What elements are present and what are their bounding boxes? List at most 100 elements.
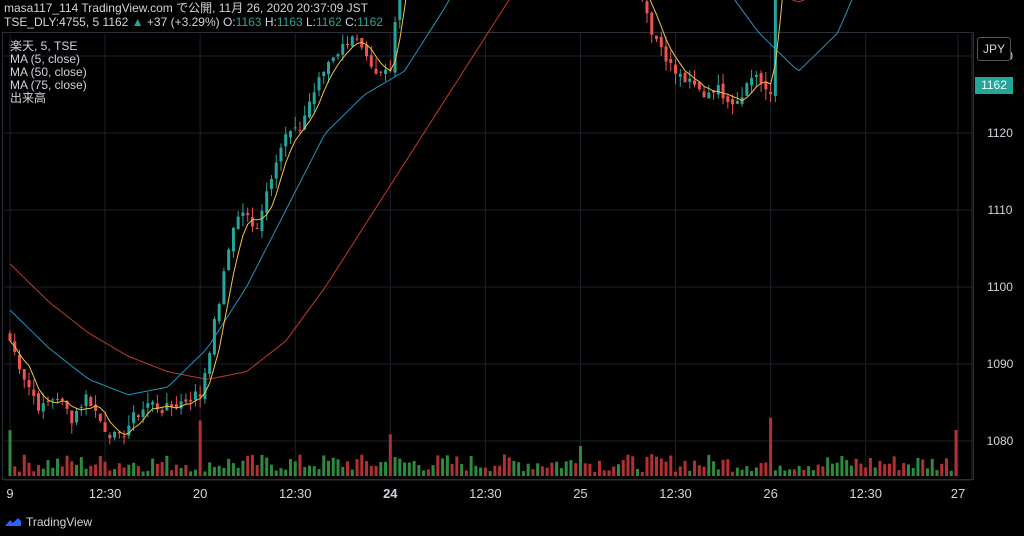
volume-bar [821,466,825,476]
volume-bar [231,463,235,476]
volume-bar [198,420,202,476]
volume-bar [179,467,183,476]
candle-body [735,101,739,104]
volume-bar [811,470,815,476]
y-tick-label: 1080 [987,434,1014,448]
candle-body [312,92,316,105]
y-tick-label: 1110 [988,203,1013,217]
volume-bar [113,469,117,476]
volume-bar [455,456,459,476]
x-tick-label: 12:30 [89,486,122,501]
volume-bar [384,461,388,476]
volume-bar [346,461,350,476]
volume-bar [502,454,506,476]
candle-body [731,99,735,105]
legend-symbol: 楽天, 5, TSE [10,39,78,53]
y-tick-label: 1100 [987,280,1013,294]
volume-bar [578,445,582,476]
candle-body [650,12,654,35]
candle-body [41,403,45,412]
candle-body [773,0,777,96]
candle-body [151,402,155,405]
volume-bar [488,471,492,476]
volume-bar [13,466,17,476]
volume-bar [151,458,155,476]
volume-bar [479,467,483,476]
candle-body [227,249,231,271]
volume-bar [802,469,806,476]
volume-bar [816,464,820,476]
volume-bar [483,467,487,476]
candle-body [674,64,678,74]
volume-bar [902,463,906,476]
volume-bar [388,434,392,476]
candle-body [702,91,706,98]
candle-body [165,403,169,411]
candle-body [669,59,673,63]
candle-body [393,21,397,73]
candle-body [350,36,354,47]
volume-bar [697,465,701,476]
volume-bar [892,456,896,476]
volume-bar [512,460,516,476]
volume-bar [65,455,69,476]
volume-bar [531,469,535,476]
volume-bar [398,458,402,476]
volume-bar [750,470,754,476]
candle-body [51,399,55,401]
volume-bar [236,467,240,476]
volume-bar [593,471,597,476]
volume-bar [174,464,178,476]
open-label: O: [222,15,236,29]
candle-body [303,115,307,130]
volume-bar [227,458,231,476]
volume-bar [350,469,354,476]
candle-body [279,147,283,162]
volume-bar [721,459,725,476]
volume-bar [925,468,929,476]
volume-bar [170,470,174,476]
currency-button[interactable]: JPY [977,37,1011,61]
volume-bar [122,467,126,476]
candle-body [246,212,250,216]
candle-body [117,432,121,434]
volume-bar [293,461,297,476]
volume-bar [559,468,563,476]
volume-bar [51,467,55,476]
candle-body [307,101,311,118]
candle-body [697,82,701,90]
volume-bar [450,463,454,476]
volume-bar [255,465,259,476]
volume-bar [98,455,102,476]
volume-bar [493,465,497,476]
volume-bar [773,470,777,476]
volume-bar [317,469,321,476]
volume-bar [498,465,502,476]
volume-bar [588,463,592,476]
volume-bar [583,463,587,476]
candle-body [664,46,668,62]
legend-ma50: MA (50, close) [10,65,87,79]
candle-body [341,44,345,55]
candle-body [193,391,197,400]
volume-bar [322,455,326,476]
volume-bar [745,466,749,476]
tradingview-branding[interactable]: TradingView [4,515,92,529]
candle-body [203,373,207,400]
volume-bar [731,471,735,476]
volume-bar [241,460,245,476]
volume-bar [878,460,882,476]
volume-bar [27,462,31,476]
volume-bar [436,455,440,476]
candle-body [184,399,188,402]
volume-bar [279,468,283,476]
volume-bar [621,459,625,476]
volume-bar [517,462,521,476]
volume-bar [41,468,45,476]
volume-bar [312,466,316,476]
tradingview-logo-icon [5,518,21,526]
volume-bar [212,466,216,476]
candle-body [688,78,692,82]
volume-bar [783,470,787,476]
